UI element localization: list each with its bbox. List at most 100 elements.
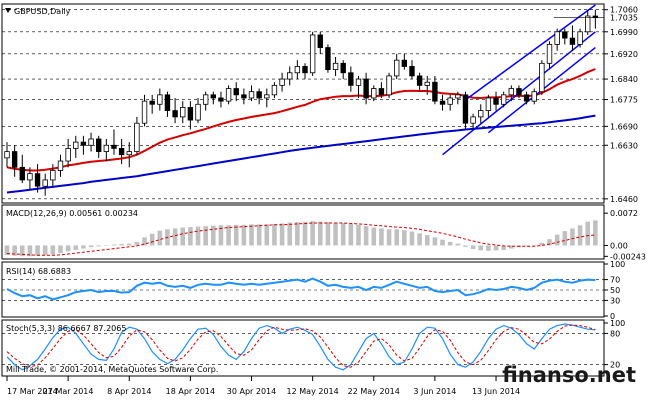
candlestick bbox=[348, 66, 354, 92]
candle-body-bullish bbox=[225, 88, 232, 102]
candle-body-bearish bbox=[96, 138, 102, 152]
macd-histogram-bar bbox=[195, 226, 201, 246]
rsi-line bbox=[6, 277, 596, 301]
candlestick bbox=[134, 116, 140, 155]
macd-histogram-bar bbox=[27, 245, 33, 257]
grid-lines bbox=[2, 9, 604, 365]
finanso-watermark: finanso.net bbox=[502, 363, 636, 387]
candle-body-bearish bbox=[164, 94, 171, 111]
macd-tick-label: -0.00243 bbox=[610, 252, 646, 261]
candlestick bbox=[210, 91, 216, 105]
candlestick bbox=[96, 135, 102, 158]
candle-body-bullish bbox=[554, 31, 560, 45]
candle-body-bullish bbox=[470, 116, 476, 124]
macd-histogram-bar bbox=[394, 229, 399, 246]
rsi-tick-label: 100 bbox=[610, 260, 625, 269]
candlestick bbox=[569, 25, 576, 51]
candlestick bbox=[241, 88, 247, 105]
candlestick bbox=[508, 85, 514, 102]
macd-histogram-bar bbox=[486, 245, 491, 251]
candle-body-bearish bbox=[80, 141, 87, 146]
macd-histogram-bar bbox=[126, 243, 132, 246]
candle-body-bullish bbox=[27, 173, 33, 181]
macd-histogram-bar bbox=[340, 223, 346, 246]
candle-body-bearish bbox=[363, 78, 369, 99]
macd-histogram-bar bbox=[19, 245, 25, 257]
candlestick bbox=[447, 94, 453, 111]
candlestick bbox=[157, 88, 163, 111]
candle-body-bullish bbox=[577, 31, 583, 45]
macd-histogram-bar bbox=[585, 221, 591, 246]
macd-histogram-bar bbox=[272, 223, 277, 246]
stoch-tick-label: 80 bbox=[610, 329, 620, 338]
candlestick bbox=[516, 85, 522, 98]
macd-histogram-bar bbox=[81, 245, 86, 249]
candle-body-bullish bbox=[531, 91, 537, 102]
price-tick-label: 1.6460 bbox=[610, 195, 638, 204]
candlestick bbox=[539, 60, 545, 95]
candle-body-bullish bbox=[424, 81, 430, 86]
candlestick bbox=[195, 97, 201, 124]
macd-histogram-bar bbox=[531, 245, 537, 246]
candlestick bbox=[248, 85, 255, 102]
macd-histogram-bar bbox=[333, 222, 338, 246]
macd-histogram-bar bbox=[218, 225, 224, 246]
macd-histogram-bar bbox=[287, 222, 293, 246]
macd-histogram-bar bbox=[256, 224, 262, 246]
macd-histogram-bar bbox=[310, 221, 315, 246]
macd-histogram-bar bbox=[12, 245, 17, 256]
candle-body-bullish bbox=[50, 170, 56, 181]
candlestick bbox=[172, 97, 178, 124]
candlestick bbox=[332, 57, 339, 76]
candlestick bbox=[11, 145, 18, 177]
macd-histogram-bar bbox=[562, 231, 568, 246]
macd-histogram-bar bbox=[203, 226, 208, 246]
candlestick bbox=[218, 91, 224, 108]
macd-histogram-bar bbox=[470, 245, 476, 250]
candlestick bbox=[371, 85, 377, 102]
x-tick-label: 27 Mar 2014 bbox=[43, 387, 94, 396]
candle-body-bearish bbox=[302, 66, 308, 74]
candlestick bbox=[187, 101, 194, 130]
candlestick bbox=[439, 94, 446, 111]
candlestick bbox=[355, 75, 362, 98]
candlestick bbox=[325, 44, 331, 73]
candlestick bbox=[225, 85, 232, 105]
macd-histogram-bar bbox=[58, 245, 63, 254]
stoch-tick-label: 20 bbox=[610, 361, 620, 370]
macd-histogram-bar bbox=[363, 226, 369, 246]
candlestick bbox=[393, 53, 400, 80]
x-tick-label: 22 May 2014 bbox=[348, 387, 400, 396]
candle-body-bullish bbox=[508, 88, 514, 96]
price-tick-label: 1.6840 bbox=[610, 75, 638, 84]
candle-body-bearish bbox=[19, 166, 25, 181]
x-tick-label: 18 Apr 2014 bbox=[166, 387, 215, 396]
chart-marks bbox=[4, 4, 599, 371]
candle-body-bullish bbox=[73, 141, 79, 149]
macd-histogram-bar bbox=[302, 221, 308, 246]
macd-histogram-bar bbox=[180, 227, 186, 246]
candlestick bbox=[546, 41, 553, 70]
macd-histogram-bar bbox=[547, 239, 552, 246]
macd-histogram-bar bbox=[50, 245, 56, 255]
candle-body-bullish bbox=[65, 148, 71, 162]
candlestick bbox=[317, 31, 323, 54]
rsi-tick-label: 50 bbox=[610, 286, 620, 295]
macd-histogram-bar bbox=[402, 230, 407, 246]
x-tick-label: 8 Apr 2014 bbox=[107, 387, 151, 396]
candlestick bbox=[141, 94, 148, 127]
macd-histogram-bar bbox=[501, 245, 506, 250]
candle-body-bullish bbox=[386, 75, 392, 96]
candlestick bbox=[294, 60, 301, 80]
candlestick bbox=[470, 113, 476, 130]
price-panel-frame bbox=[1, 3, 605, 204]
macd-histogram-bar bbox=[325, 222, 331, 246]
candle-body-bearish bbox=[439, 100, 446, 105]
copyright-text: Mill Trade, © 2001-2014, MetaQuotes Soft… bbox=[6, 365, 218, 374]
panel-frames bbox=[1, 3, 605, 377]
candlestick bbox=[103, 138, 110, 162]
candlestick bbox=[88, 132, 94, 152]
candle-body-bullish bbox=[500, 94, 507, 105]
macd-signal-line bbox=[6, 222, 596, 256]
candle-body-bearish bbox=[241, 94, 247, 99]
